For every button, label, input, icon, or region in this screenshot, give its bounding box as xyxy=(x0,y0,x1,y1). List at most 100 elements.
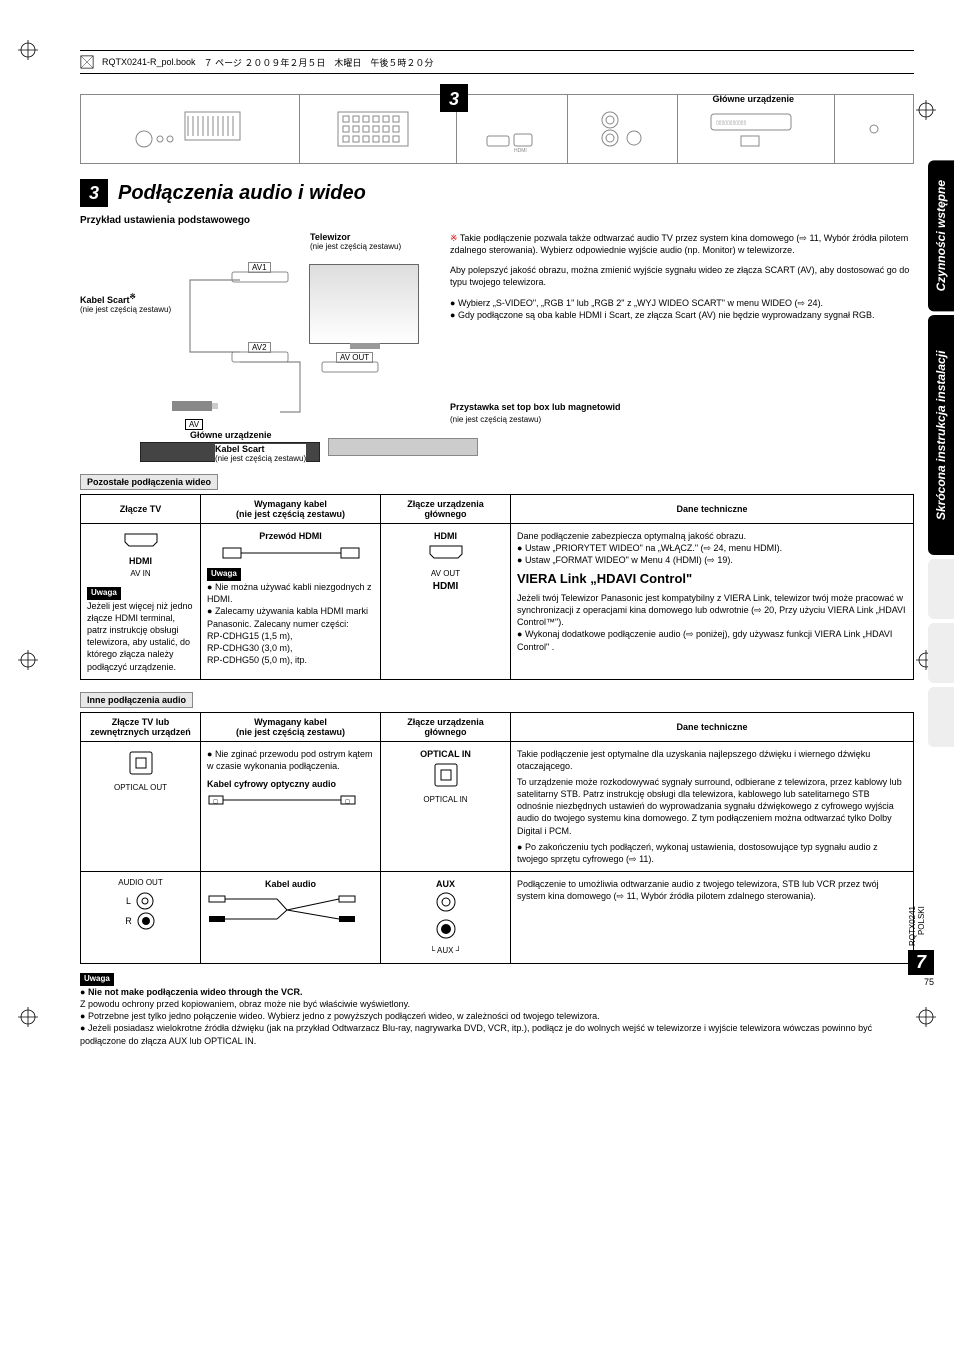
note-badge: Uwaga xyxy=(80,973,114,986)
cell-bullet: Wykonaj dodatkowe podłączenie audio (⇨ p… xyxy=(517,628,907,652)
hdmi-cable-icon xyxy=(221,542,361,564)
side-tabs: Czynności wstępne Skrócona instrukcja in… xyxy=(928,160,954,747)
hdmi-port-icon xyxy=(121,530,161,552)
table2-label: Inne podłączenia audio xyxy=(80,692,193,708)
svg-text:▯▯▯▯▯▯▯▯▯▯▯: ▯▯▯▯▯▯▯▯▯▯▯ xyxy=(716,120,747,126)
table-header: Dane techniczne xyxy=(511,495,914,524)
optical-port-icon xyxy=(429,760,463,790)
section-sub: Przykład ustawienia podstawowego xyxy=(80,215,914,226)
panel-section xyxy=(835,95,913,163)
table-cell: Podłączenie to umożliwia odtwarzanie aud… xyxy=(511,871,914,963)
panel-section xyxy=(81,95,300,163)
scart-label: Kabel Scart※ xyxy=(80,295,136,305)
cable-title: Kabel audio xyxy=(207,878,374,890)
note-bullet: Wybierz „S-VIDEO", „RGB 1" lub „RGB 2" z… xyxy=(450,297,914,309)
panel-section: ▯▯▯▯▯▯▯▯▯▯▯ xyxy=(678,95,835,163)
svg-text:◻: ◻ xyxy=(345,799,350,805)
side-tab-empty xyxy=(928,559,954,619)
side-tab-empty xyxy=(928,687,954,747)
connection-diagram: Telewizor (nie jest częścią zestawu) AV1… xyxy=(80,232,440,462)
parts-list: RP-CDHG15 (1,5 m), RP-CDHG30 (3,0 m), RP… xyxy=(207,630,374,666)
footer-notes: Uwaga Nie not make podłączenia wideo thr… xyxy=(80,972,914,1047)
panel-section: HDMI xyxy=(457,95,567,163)
port-title: AUX xyxy=(387,878,504,890)
table-cell: OPTICAL IN OPTICAL IN xyxy=(381,741,511,871)
page-number: RQTX0241 POLSKI 7 75 xyxy=(908,906,934,987)
section-title: Podłączenia audio i wideo xyxy=(118,182,366,205)
cable-title: Kabel cyfrowy optyczny audio xyxy=(207,778,374,790)
table-cell: Przewód HDMI Uwaga Nie można używać kabl… xyxy=(201,524,381,680)
cell-text: Podłączenie to umożliwia odtwarzanie aud… xyxy=(517,878,907,902)
section-number: 3 xyxy=(80,179,108,207)
channel-l: L xyxy=(126,895,131,907)
channel-r: R xyxy=(125,915,132,927)
port-title: AUDIO OUT xyxy=(87,878,194,889)
table-header: Wymagany kabel (nie jest częścią zestawu… xyxy=(201,495,381,524)
cable-title: Przewód HDMI xyxy=(207,530,374,542)
panel-section xyxy=(300,95,457,163)
scart2-note: (nie jest częścią zestawu) xyxy=(215,454,306,463)
device-panel-diagram: 3 Główne urządzenie HDMI ▯▯▯▯▯▯▯▯▯▯▯ xyxy=(80,94,914,164)
cell-text: Takie podłączenie jest optymalne dla uzy… xyxy=(517,748,907,772)
connection-notes: Takie podłączenie pozwala także odtwarza… xyxy=(450,232,914,462)
rca-icon xyxy=(434,917,458,941)
cell-bullet: Nie zginać przewodu pod ostrym kątem w c… xyxy=(207,748,374,772)
tv-note: (nie jest częścią zestawu) xyxy=(310,242,401,251)
cell-bullet: Po zakończeniu tych podłączeń, wykonaj u… xyxy=(517,841,907,865)
port-title: HDMI xyxy=(387,530,504,542)
tv-label: Telewizor xyxy=(310,232,350,242)
main-unit-label: Główne urządzenie xyxy=(190,430,272,440)
table-header: Wymagany kabel (nie jest częścią zestawu… xyxy=(201,712,381,741)
side-tab: Skrócona instrukcja instalacji xyxy=(928,315,954,555)
cell-note: Jeżeli jest więcej niż jedno złącze HDMI… xyxy=(87,600,194,673)
table-header: Dane techniczne xyxy=(511,712,914,741)
note-badge: Uwaga xyxy=(207,568,241,581)
optical-cable-icon: ◻◻ xyxy=(207,790,357,810)
scart-connector-icon xyxy=(170,397,220,415)
footer-bullet: Nie not make podłączenia wideo through t… xyxy=(80,986,914,1010)
table-cell: AUX └ AUX ┘ xyxy=(381,871,511,963)
step-badge: 3 xyxy=(440,84,468,112)
rca-icon xyxy=(136,911,156,931)
av-label: AV xyxy=(185,419,203,430)
table-cell: OPTICAL OUT xyxy=(81,741,201,871)
stb-icon xyxy=(328,438,478,456)
header-jp: ７ ページ ２００９年２月５日 木曜日 午後５時２０分 xyxy=(204,56,434,69)
table-cell: Dane podłączenie zabezpiecza optymalną j… xyxy=(511,524,914,680)
port-title: OPTICAL IN xyxy=(387,748,504,760)
table-header: Złącze urządzenia głównego xyxy=(381,712,511,741)
note-text: Aby polepszyć jakość obrazu, można zmien… xyxy=(450,264,914,288)
hdmi-port-icon xyxy=(426,542,466,564)
note-text: Takie podłączenie pozwala także odtwarza… xyxy=(450,232,914,256)
table-cell: HDMI AV IN Uwaga Jeżeli jest więcej niż … xyxy=(81,524,201,680)
table-cell: Nie zginać przewodu pod ostrym kątem w c… xyxy=(201,741,381,871)
rca-icon xyxy=(135,891,155,911)
table-cell: HDMI AV OUT HDMI xyxy=(381,524,511,680)
note-badge: Uwaga xyxy=(87,587,121,600)
table-cell: Kabel audio xyxy=(201,871,381,963)
scart-note: (nie jest częścią zestawu) xyxy=(80,305,171,314)
video-connections-table: Złącze TV Wymagany kabel (nie jest częśc… xyxy=(80,494,914,680)
tv-icon xyxy=(309,264,419,344)
table-cell: AUDIO OUT L R xyxy=(81,871,201,963)
table1-label: Pozostałe podłączenia wideo xyxy=(80,474,218,490)
cell-bullet: Nie można używać kabli niezgodnych z HDM… xyxy=(207,581,374,605)
scart-port-icon xyxy=(320,360,380,374)
section-heading: 3 Podłączenia audio i wideo xyxy=(80,179,914,207)
rca-cable-icon xyxy=(207,890,357,930)
audio-connections-table: Złącze TV lub zewnętrznych urządzeń Wyma… xyxy=(80,712,914,964)
side-tab-empty xyxy=(928,623,954,683)
book-icon xyxy=(80,55,94,69)
cell-text: Jeżeli twój Telewizor Panasonic jest kom… xyxy=(517,592,907,628)
note-bullet: Gdy podłączone są oba kable HDMI i Scart… xyxy=(450,309,914,321)
footer-bullet: Jeżeli posiadasz wielokrotne źródła dźwi… xyxy=(80,1022,914,1046)
footer-bullet: Potrzebne jest tylko jedno połączenie wi… xyxy=(80,1010,914,1022)
cell-bullet: Ustaw „FORMAT WIDEO" w Menu 4 (HDMI) (⇨ … xyxy=(517,554,907,566)
cell-text: Dane podłączenie zabezpiecza optymalną j… xyxy=(517,530,907,542)
print-header: RQTX0241-R_pol.book ７ ページ ２００９年２月５日 木曜日 … xyxy=(80,50,914,74)
panel-section xyxy=(568,95,678,163)
optical-port-icon xyxy=(124,748,158,778)
rca-icon xyxy=(434,890,458,914)
table-header: Złącze urządzenia głównego xyxy=(381,495,511,524)
table-header: Złącze TV lub zewnętrznych urządzeń xyxy=(81,712,201,741)
